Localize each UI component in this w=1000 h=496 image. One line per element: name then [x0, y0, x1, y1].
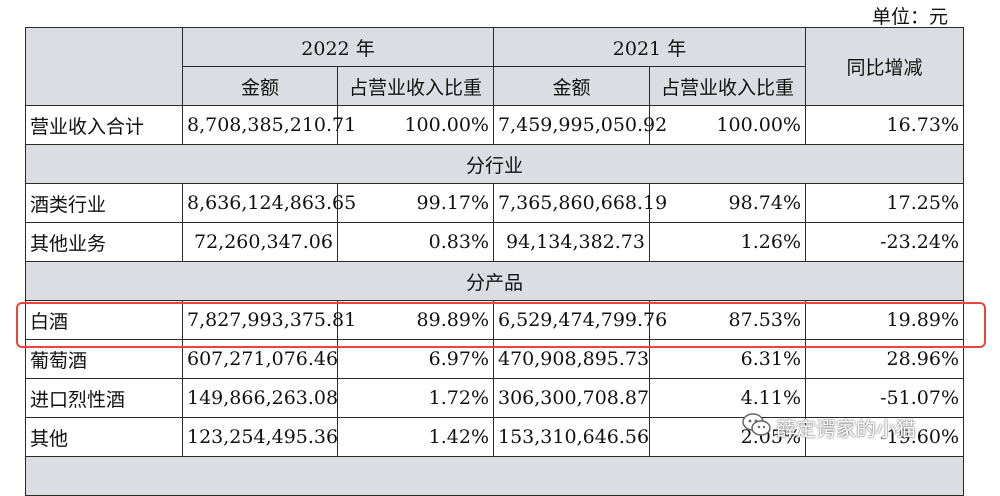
table-row-baijiu: 白酒 7,827,993,375.81 89.89% 6,529,474,799… [25, 300, 964, 340]
cell-yoy: -23.24% [805, 222, 964, 262]
row-label: 营业收入合计 [25, 105, 183, 145]
cell-amount-2022: 72,260,347.06 [182, 222, 338, 262]
cell-share-2022: 0.83% [337, 222, 494, 262]
header-year-2022: 2022 年 [182, 27, 494, 67]
cell-share-2022: 100.00% [337, 105, 494, 145]
cell-share-2022: 6.97% [337, 339, 494, 379]
cell-amount-2021: 94,134,382.73 [493, 222, 650, 262]
header-share-2021: 占营业收入比重 [649, 66, 806, 106]
cell-share-2021: 2.05% [649, 417, 806, 457]
table-trailer-row [25, 456, 964, 496]
cell-share-2021: 6.31% [649, 339, 806, 379]
table-row: 其他业务 72,260,347.06 0.83% 94,134,382.73 1… [25, 222, 964, 262]
cell-amount-2022: 7,827,993,375.81 [182, 300, 356, 340]
cell-yoy: -51.07% [805, 378, 964, 418]
cell-share-2022: 89.89% [337, 300, 494, 340]
revenue-table: 2022 年 2021 年 同比增减 金额 占营业收入比重 金额 占营业收入比重… [25, 27, 964, 496]
cell-amount-2021: 306,300,708.87 [493, 378, 650, 418]
trailer-cell [25, 456, 964, 496]
header-row-metrics: 金额 占营业收入比重 金额 占营业收入比重 [26, 66, 964, 106]
wechat-icon [742, 412, 772, 442]
cell-amount-2022: 149,866,263.08 [182, 378, 338, 418]
cell-share-2021: 1.26% [649, 222, 806, 262]
row-label: 其他业务 [25, 222, 183, 262]
watermark-text: 薛定谔家的小猫 [776, 416, 916, 441]
cell-amount-2022: 8,708,385,210.71 [182, 105, 356, 145]
header-amount-2022: 金额 [182, 66, 338, 106]
cell-yoy: -19.60% [805, 417, 964, 457]
cell-share-2022: 1.42% [337, 417, 494, 457]
cell-amount-2022: 607,271,076.46 [182, 339, 338, 379]
highlight-box-baijiu [16, 302, 986, 348]
cell-amount-2021: 6,529,474,799.76 [493, 300, 667, 340]
cell-amount-2021: 7,365,860,668.19 [493, 183, 667, 223]
cell-yoy: 28.96% [805, 339, 964, 379]
header-year-2021: 2021 年 [493, 27, 806, 67]
cell-share-2021: 98.74% [649, 183, 806, 223]
cell-amount-2021: 153,310,646.56 [493, 417, 650, 457]
cell-share-2021: 100.00% [649, 105, 806, 145]
row-label: 进口烈性酒 [25, 378, 183, 418]
section-title-industry: 分行业 [25, 144, 964, 184]
header-row-years: 2022 年 2021 年 同比增减 [25, 27, 964, 106]
cell-amount-2022: 123,254,495.36 [182, 417, 338, 457]
table-row: 酒类行业 8,636,124,863.65 99.17% 7,365,860,6… [25, 183, 964, 223]
table-row: 其他 123,254,495.36 1.42% 153,310,646.56 2… [25, 417, 964, 457]
row-label: 葡萄酒 [25, 339, 183, 379]
header-blank-cell [25, 27, 183, 106]
watermark: 薛定谔家的小猫 [742, 412, 916, 442]
cell-share-2022: 1.72% [337, 378, 494, 418]
cell-amount-2021: 7,459,995,050.92 [493, 105, 667, 145]
table-row-total: 营业收入合计 8,708,385,210.71 100.00% 7,459,99… [25, 105, 964, 145]
header-share-2022: 占营业收入比重 [337, 66, 494, 106]
cell-share-2022: 99.17% [337, 183, 494, 223]
unit-label: 单位：元 [871, 6, 948, 28]
header-amount-2021: 金额 [493, 66, 650, 106]
cell-yoy: 16.73% [805, 105, 964, 145]
section-header-industry: 分行业 [25, 144, 964, 184]
row-label: 酒类行业 [25, 183, 183, 223]
row-label: 其他 [25, 417, 183, 457]
table-row: 进口烈性酒 149,866,263.08 1.72% 306,300,708.8… [25, 378, 964, 418]
section-header-product: 分产品 [25, 261, 964, 301]
section-title-product: 分产品 [25, 261, 964, 301]
cell-amount-2022: 8,636,124,863.65 [182, 183, 356, 223]
cell-share-2021: 87.53% [649, 300, 806, 340]
header-yoy: 同比增减 [805, 27, 964, 106]
cell-yoy: 17.25% [805, 183, 964, 223]
